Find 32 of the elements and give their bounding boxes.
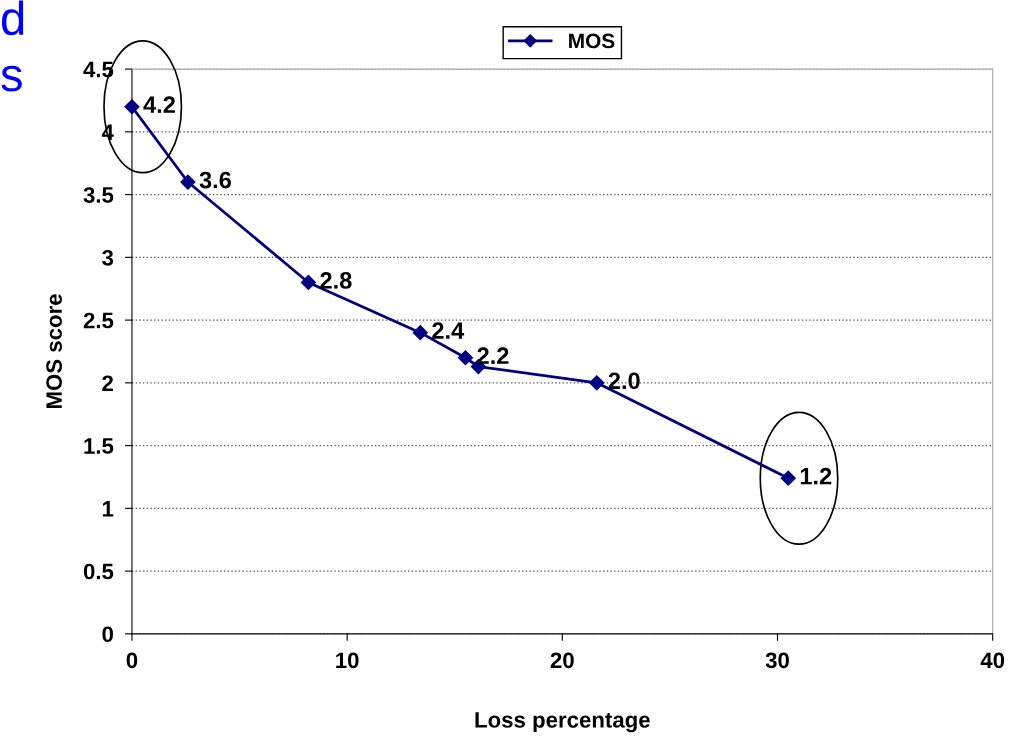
y-tick-label: 1 [102,501,114,517]
x-tick-label: 30 [765,652,789,669]
data-label: 2.4 [432,322,465,339]
x-tick-label: 0 [126,652,138,669]
x-tick-label: 20 [550,652,574,669]
y-tick-label: 1.5 [84,438,114,454]
point [180,174,196,190]
data-label: 2.0 [608,372,640,390]
text: s [1,65,22,92]
data-label: 1.2 [800,467,832,485]
point [124,99,140,115]
data-label: 4.2 [143,96,175,113]
point [780,470,796,486]
point [589,375,605,391]
x-tick-label: 10 [336,652,359,669]
y-tick-label: 2 [102,375,114,391]
x-tick-label: 40 [980,652,1005,669]
text: d [1,0,24,36]
data-label: 2.8 [320,272,352,289]
y-tick-label: 0 [102,626,113,643]
y-tick-label: 0.5 [83,563,114,580]
data-label: 2.2 [477,347,509,364]
point [412,325,428,341]
point [457,350,474,366]
legend-label: MOS [569,33,615,49]
point [300,274,316,291]
y-tick-label: 3.5 [83,187,114,203]
data-label: 3.6 [199,171,231,189]
y-tick-label: 3 [102,249,114,266]
y-tick-label: 2.5 [83,312,114,329]
y-axis-title: MOS score [46,294,62,409]
x-axis-title: Loss percentage [475,712,650,733]
